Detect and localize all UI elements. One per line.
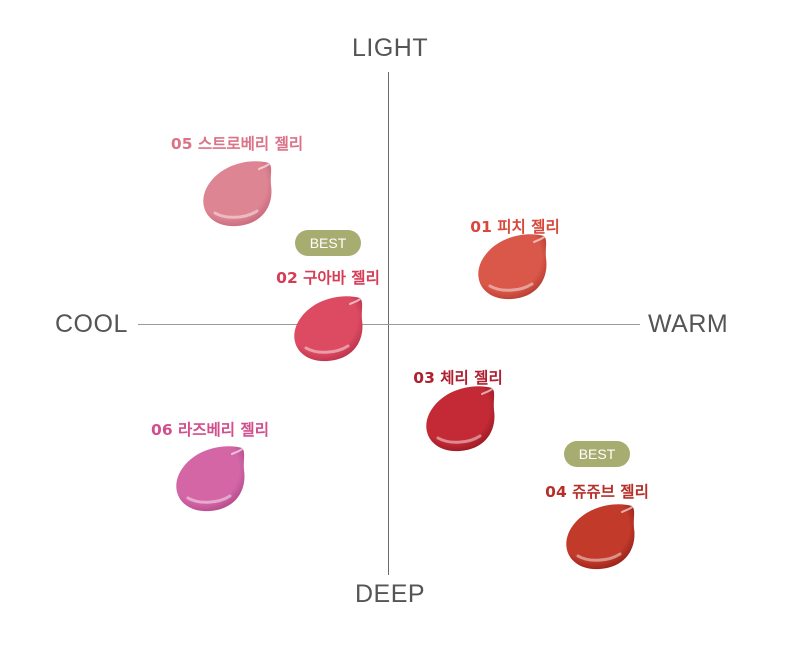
product-label: 03 체리 젤리: [413, 369, 503, 387]
axis-label-warm: WARM: [648, 310, 729, 338]
product-label: 05 스트로베리 젤리: [170, 135, 304, 153]
lip-swatch: [197, 159, 277, 231]
axis-label-light: LIGHT: [352, 34, 429, 62]
axis-label-cool: COOL: [55, 310, 128, 338]
product-label: 02 구아바 젤리: [276, 269, 380, 287]
lip-swatch: [170, 444, 250, 516]
axis-label-deep: DEEP: [355, 580, 426, 608]
product-label: 01 피치 젤리: [470, 218, 560, 236]
vertical-axis: [388, 72, 389, 575]
lip-swatch: [472, 232, 552, 304]
best-badge: BEST: [295, 230, 361, 256]
lip-swatch: [560, 502, 640, 574]
product-label: 06 라즈베리 젤리: [151, 421, 269, 439]
lip-swatch: [288, 294, 368, 366]
lip-swatch: [420, 384, 500, 456]
horizontal-axis: [138, 324, 640, 325]
best-badge: BEST: [564, 441, 630, 467]
product-label: 04 쥬쥬브 젤리: [545, 483, 649, 501]
